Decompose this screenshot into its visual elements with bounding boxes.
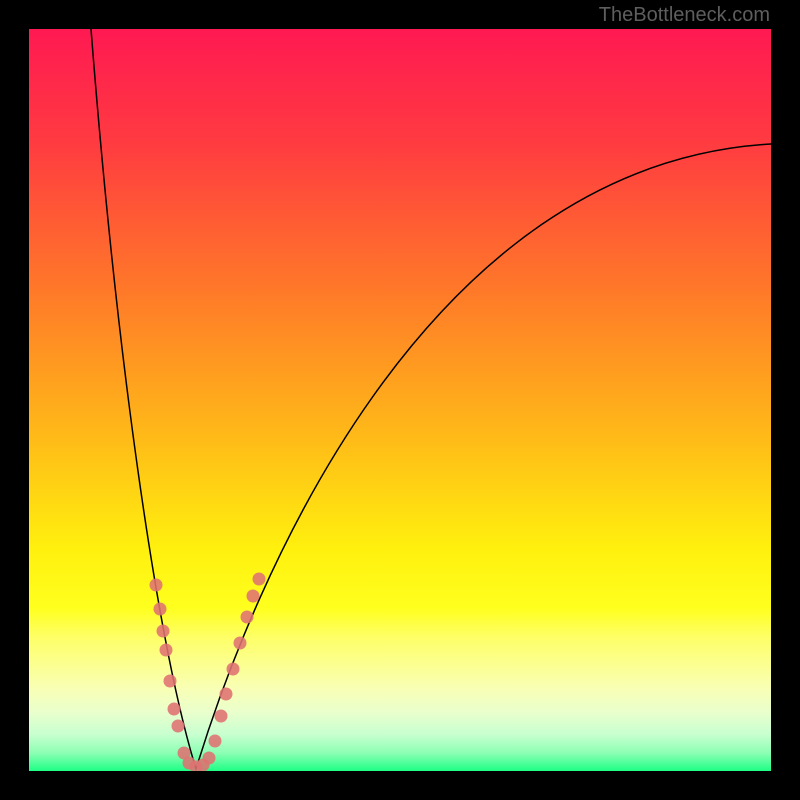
data-marker: [215, 710, 228, 723]
data-marker: [172, 720, 185, 733]
data-marker: [203, 752, 216, 765]
data-marker: [227, 663, 240, 676]
data-marker: [154, 603, 167, 616]
data-marker: [209, 735, 222, 748]
data-marker: [220, 688, 233, 701]
data-marker: [253, 573, 266, 586]
data-marker: [234, 637, 247, 650]
bottleneck-curve: [29, 29, 771, 771]
data-marker: [157, 625, 170, 638]
chart-container: TheBottleneck.com: [0, 0, 800, 800]
data-marker: [247, 590, 260, 603]
data-marker: [241, 611, 254, 624]
data-marker: [160, 644, 173, 657]
data-marker: [164, 675, 177, 688]
data-marker: [168, 703, 181, 716]
plot-area: [29, 29, 771, 771]
data-marker: [150, 579, 163, 592]
watermark-text: TheBottleneck.com: [599, 4, 770, 27]
